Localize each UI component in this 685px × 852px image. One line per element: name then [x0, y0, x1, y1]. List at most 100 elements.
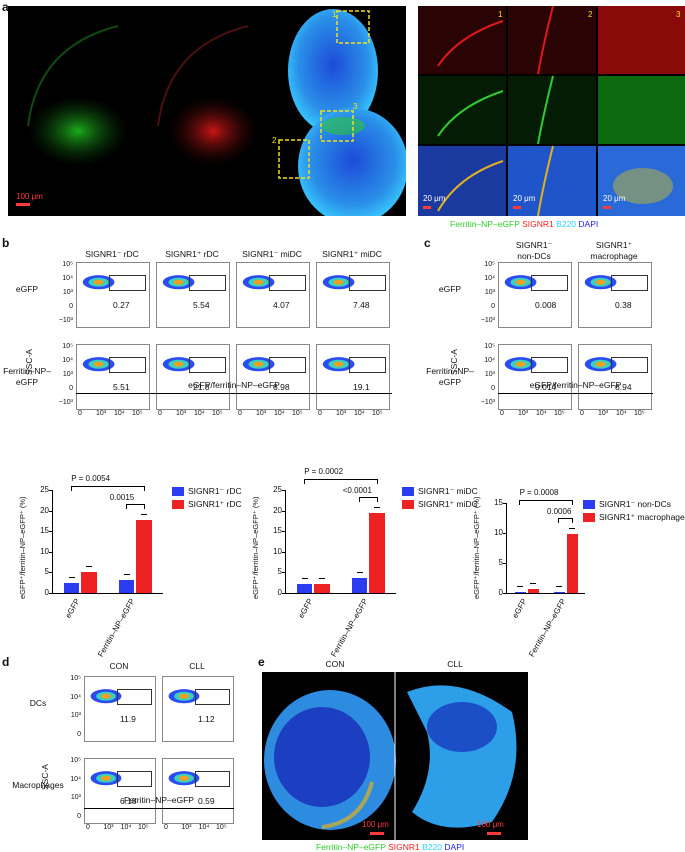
x-tick: 10⁴ [536, 410, 547, 417]
sig-p-outer: P = 0.0002 [304, 466, 344, 476]
fcs-density [179, 775, 189, 781]
fcs-plot: 1.12 [162, 676, 234, 742]
legend-a: Ferritin–NP–eGFP SIGNR1 B220 DAPI [450, 219, 598, 229]
y-tick: 0 [69, 385, 73, 392]
fcs-scatter [82, 275, 115, 290]
y-tick: 5 [277, 567, 282, 577]
error-bar [86, 566, 93, 572]
fcs-plot: 19.1 [316, 344, 390, 410]
error-bar [301, 577, 308, 584]
y-tick-mark [282, 593, 285, 594]
y-tick: 20 [40, 505, 49, 515]
y-tick: 10⁴ [62, 357, 73, 364]
y-tick: 10³ [70, 794, 81, 802]
col-header: SIGNR1⁻ miDC [242, 249, 302, 259]
sig-bracket-outer [519, 499, 574, 505]
y-axis-label: eGFP⁺/ferritin–NP–eGFP⁺ (%) [18, 496, 27, 599]
fcs-percent: 0.27 [113, 300, 130, 311]
fcs-plot: 5.51 [76, 344, 150, 410]
fcs-scatter [162, 357, 195, 372]
y-tick: 0 [277, 588, 282, 597]
fcs-percent: 0.38 [615, 300, 632, 311]
y-tick-mark [503, 503, 506, 504]
fcs-scatter [168, 689, 200, 704]
y-tick-mark [282, 551, 285, 553]
fcs-scatter [242, 275, 275, 290]
x-axis-arrow [498, 393, 653, 394]
error-bar [123, 573, 130, 580]
y-tick: 10⁵ [484, 343, 495, 350]
y-tick-mark [49, 531, 52, 533]
legend-item: SIGNR1⁺ macrophages [583, 512, 685, 523]
y-tick: −10³ [58, 399, 73, 406]
panel-label-b: b [2, 236, 10, 250]
y-tick-mark [282, 572, 285, 574]
legend-a-ferritin: Ferritin–NP–eGFP [450, 219, 520, 229]
x-tick: 0 [158, 410, 162, 417]
fcs-gate [116, 770, 153, 787]
x-tick: 10⁵ [554, 410, 565, 417]
bar [297, 583, 313, 593]
legend-a-b220: B220 [556, 219, 577, 229]
panel-label-d: d [2, 655, 10, 669]
y-tick-mark [503, 533, 506, 534]
x-axis-arrow [76, 393, 392, 394]
legend-a-dapi: DAPI [578, 219, 599, 229]
fcs-plot: 6.98 [236, 344, 310, 410]
inset-1-label: 1 [498, 10, 503, 19]
legend-e-b220: B220 [422, 842, 443, 852]
e-micrograph-image [262, 672, 528, 840]
fcs-plot: 7.48 [316, 262, 390, 328]
bar [314, 583, 330, 593]
error-bar [356, 572, 363, 578]
y-tick: 10⁴ [70, 775, 81, 783]
x-axis-arrow [84, 808, 234, 809]
legend-item: SIGNR1⁻ rDC [172, 486, 242, 497]
y-tick: 10⁴ [484, 357, 495, 364]
fcs-plot: 4.07 [236, 262, 310, 328]
roi-1-label: 1 [332, 10, 337, 19]
fcs-plot: 6.18 [84, 758, 156, 824]
fcs-density [179, 693, 189, 699]
fcs-gate [269, 274, 306, 291]
y-tick: −10³ [480, 399, 495, 406]
fcs-gate [194, 688, 231, 705]
inset-scale-bar-3 [603, 206, 611, 209]
panel-label-c: c [424, 236, 431, 250]
legend-item: SIGNR1⁻ miDC [402, 486, 478, 497]
bar-plot-area [285, 490, 396, 594]
error-bar [319, 577, 326, 584]
legend-label: SIGNR1⁺ macrophages [599, 512, 685, 522]
y-tick-mark [49, 551, 52, 553]
inset-scale-bar-2 [513, 206, 521, 209]
e-col-cll: CLL [447, 659, 463, 669]
roi-2-label: 2 [272, 136, 277, 145]
x-tick: 0 [78, 410, 82, 417]
fcs-scatter [322, 357, 355, 372]
fcs-percent: 0.014 [535, 382, 557, 393]
legend-label: SIGNR1⁻ miDC [418, 486, 478, 496]
fcs-percent: 7.48 [353, 300, 370, 311]
e-scale-label-con: 100 μm [362, 820, 389, 829]
fcs-density [333, 279, 344, 285]
y-axis-label: SSC-A [40, 764, 50, 790]
fcs-plot: 0.008 [498, 262, 572, 328]
legend-swatch [172, 500, 184, 510]
fcs-percent: 19.1 [353, 382, 370, 393]
y-tick: 10³ [484, 289, 495, 296]
col-header: CON [109, 661, 129, 671]
error-bar [530, 583, 537, 589]
y-tick-mark [49, 490, 52, 491]
y-tick: 5 [498, 558, 503, 567]
y-tick: 15 [273, 526, 282, 536]
y-tick: 10³ [484, 371, 495, 378]
fcs-percent: 5.51 [113, 382, 130, 393]
legend-swatch [583, 513, 595, 523]
y-tick: 10⁵ [62, 261, 73, 268]
x-axis-label: eGFP/ferritin–NP–eGFP [529, 380, 622, 390]
fcs-plot: 11.9 [84, 676, 156, 742]
x-tick: 10³ [256, 410, 267, 417]
y-tick: 25 [273, 485, 282, 494]
x-tick: 10³ [598, 410, 609, 417]
fcs-percent: 6.94 [615, 382, 632, 393]
